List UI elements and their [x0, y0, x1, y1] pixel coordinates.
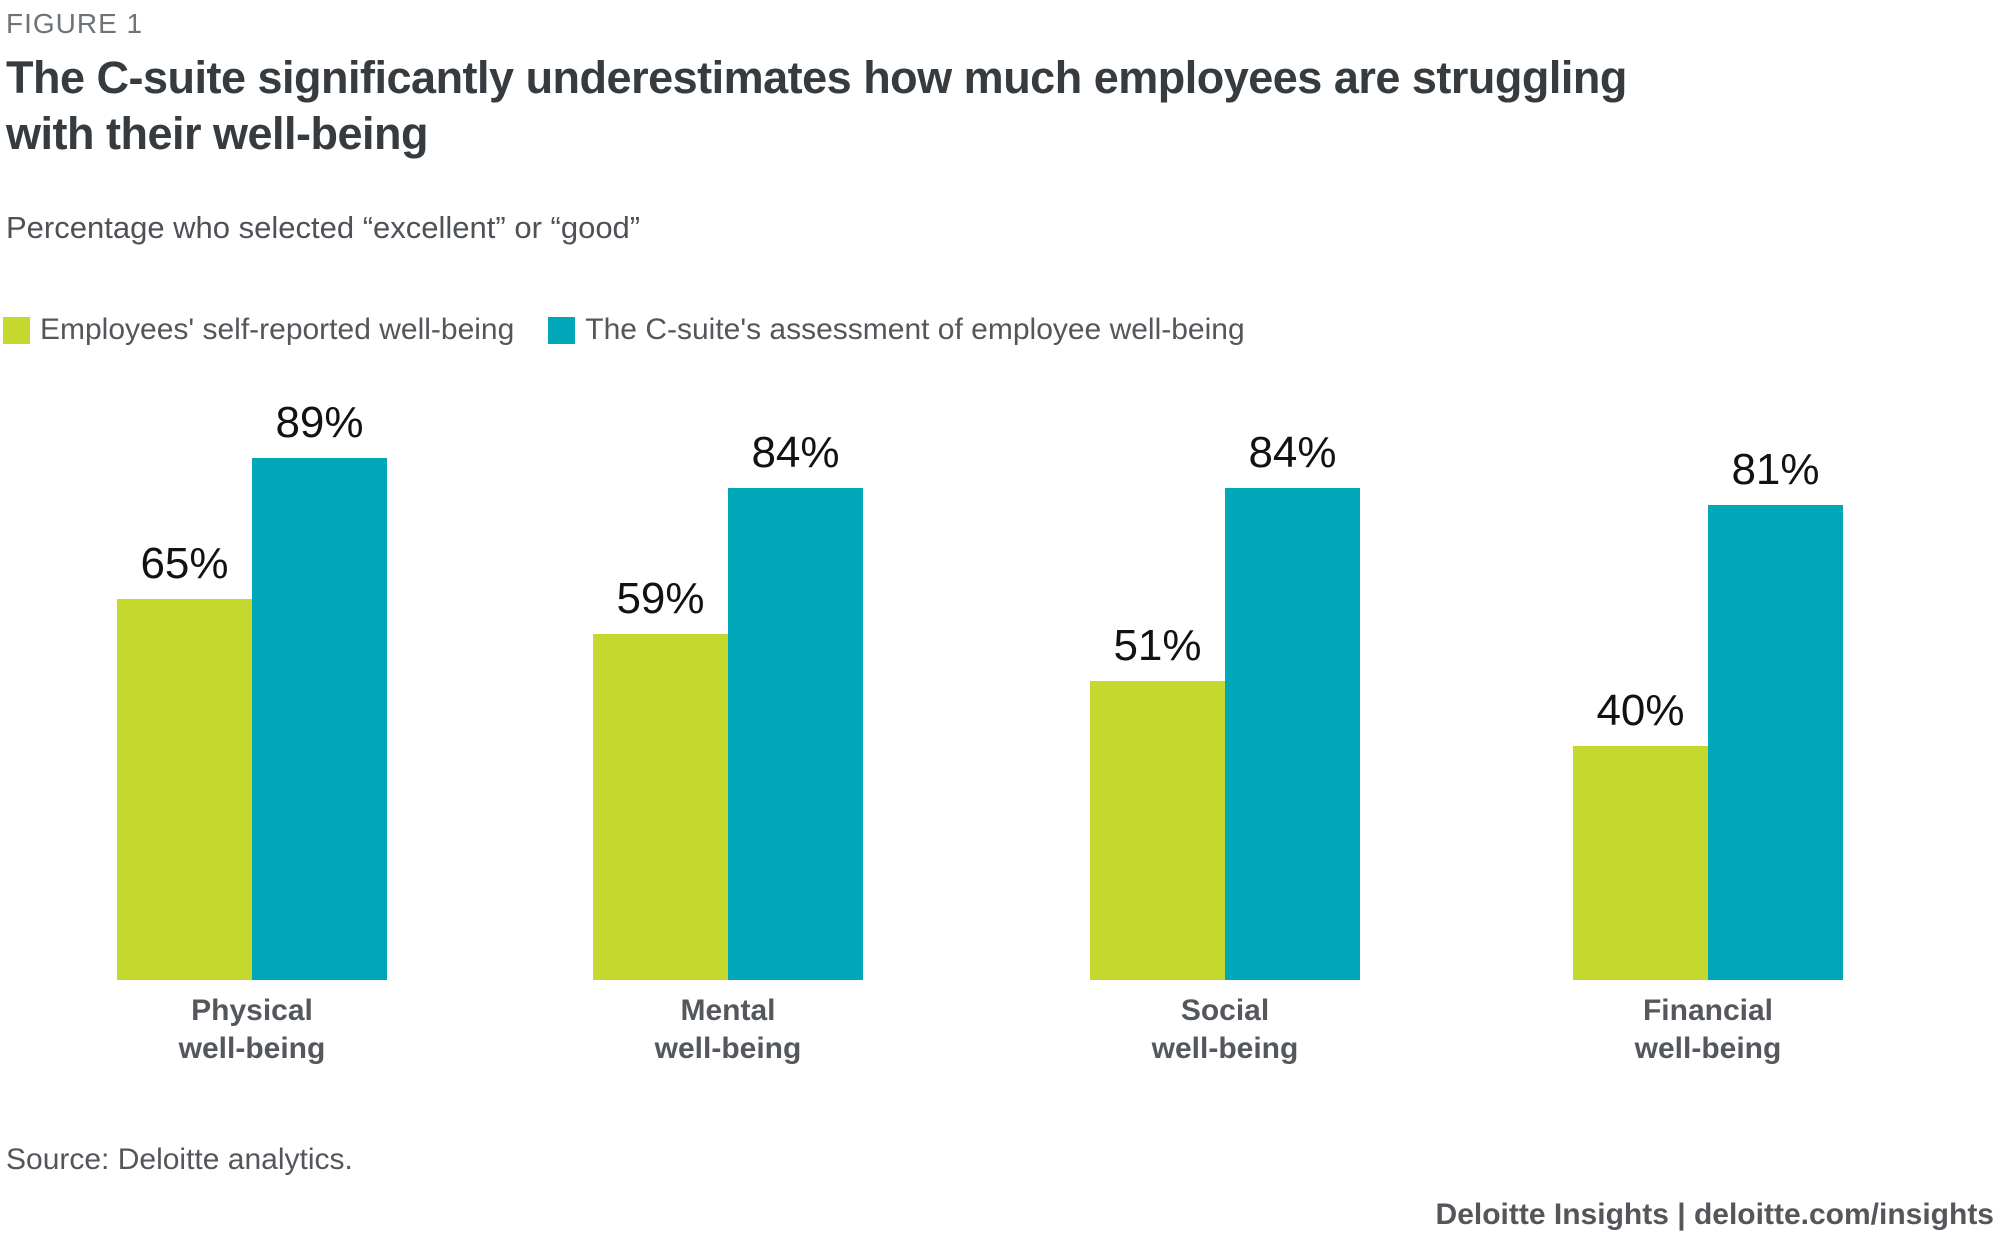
bar-col-financial-csuite: 81%	[1708, 448, 1843, 980]
value-label-financial-csuite: 81%	[1731, 445, 1820, 494]
bar-col-physical-csuite: 89%	[252, 401, 387, 980]
legend-swatch-teal-icon	[548, 316, 576, 344]
value-label-physical-csuite: 89%	[275, 398, 364, 447]
legend-swatch-green-icon	[3, 316, 30, 344]
bar-group-social: 51% 84%	[1090, 431, 1360, 980]
bar-group-financial: 40% 81%	[1573, 448, 1843, 980]
bar-financial-csuite	[1708, 505, 1843, 980]
category-label-mental-line1: Mental	[680, 994, 776, 1027]
legend-item-csuite: The C-suite's assessment of employee wel…	[548, 313, 1245, 347]
bar-mental-csuite	[728, 488, 863, 980]
category-label-financial-line1: Financial	[1642, 994, 1774, 1027]
chart-subtitle: Percentage who selected “excellent” or “…	[6, 210, 641, 245]
category-label-mental: Mental well-being	[528, 992, 928, 1068]
legend-label-csuite: The C-suite's assessment of employee wel…	[585, 313, 1245, 346]
chart-legend: Employees' self-reported well-being The …	[3, 313, 1245, 347]
bar-group-physical: 65% 89%	[117, 401, 387, 980]
source-note: Source: Deloitte analytics.	[6, 1143, 353, 1176]
category-label-physical-line1: Physical	[191, 994, 313, 1027]
value-label-financial-employee: 40%	[1596, 686, 1685, 735]
category-label-mental-line2: well-being	[654, 1032, 802, 1066]
category-label-financial-line2: well-being	[1634, 1032, 1782, 1066]
plot-area: 65% 89% 59% 84% 51% 84%	[0, 394, 2000, 980]
bar-mental-employee	[593, 634, 728, 980]
chart-title-line1: The C-suite significantly underestimates…	[6, 52, 1627, 103]
category-label-physical: Physical well-being	[52, 992, 452, 1068]
bar-col-social-employee: 51%	[1090, 624, 1225, 980]
value-label-mental-employee: 59%	[616, 574, 705, 623]
figure-label: FIGURE 1	[6, 8, 144, 39]
legend-label-employees: Employees' self-reported well-being	[40, 313, 515, 346]
bar-col-financial-employee: 40%	[1573, 689, 1708, 980]
bar-group-mental: 59% 84%	[593, 431, 863, 980]
brand-footer: Deloitte Insights | deloitte.com/insight…	[1435, 1198, 1994, 1231]
bar-physical-csuite	[252, 458, 387, 980]
value-label-physical-employee: 65%	[140, 539, 229, 588]
value-label-social-csuite: 84%	[1248, 428, 1337, 477]
bar-col-mental-csuite: 84%	[728, 431, 863, 980]
category-label-social-line1: Social	[1180, 994, 1270, 1027]
bar-financial-employee	[1573, 746, 1708, 980]
category-label-social: Social well-being	[1025, 992, 1425, 1068]
value-label-social-employee: 51%	[1113, 621, 1202, 670]
bar-physical-employee	[117, 599, 252, 980]
bar-col-social-csuite: 84%	[1225, 431, 1360, 980]
chart-title-line2: with their well-being	[6, 108, 429, 160]
chart-title: The C-suite significantly underestimates…	[6, 50, 1627, 163]
category-label-social-line2: well-being	[1151, 1032, 1299, 1066]
bar-col-mental-employee: 59%	[593, 577, 728, 980]
value-label-mental-csuite: 84%	[751, 428, 840, 477]
legend-item-employees: Employees' self-reported well-being	[3, 313, 514, 347]
bar-social-csuite	[1225, 488, 1360, 980]
category-label-physical-line2: well-being	[178, 1032, 326, 1066]
bar-social-employee	[1090, 681, 1225, 980]
category-label-financial: Financial well-being	[1508, 992, 1908, 1068]
bar-col-physical-employee: 65%	[117, 542, 252, 980]
